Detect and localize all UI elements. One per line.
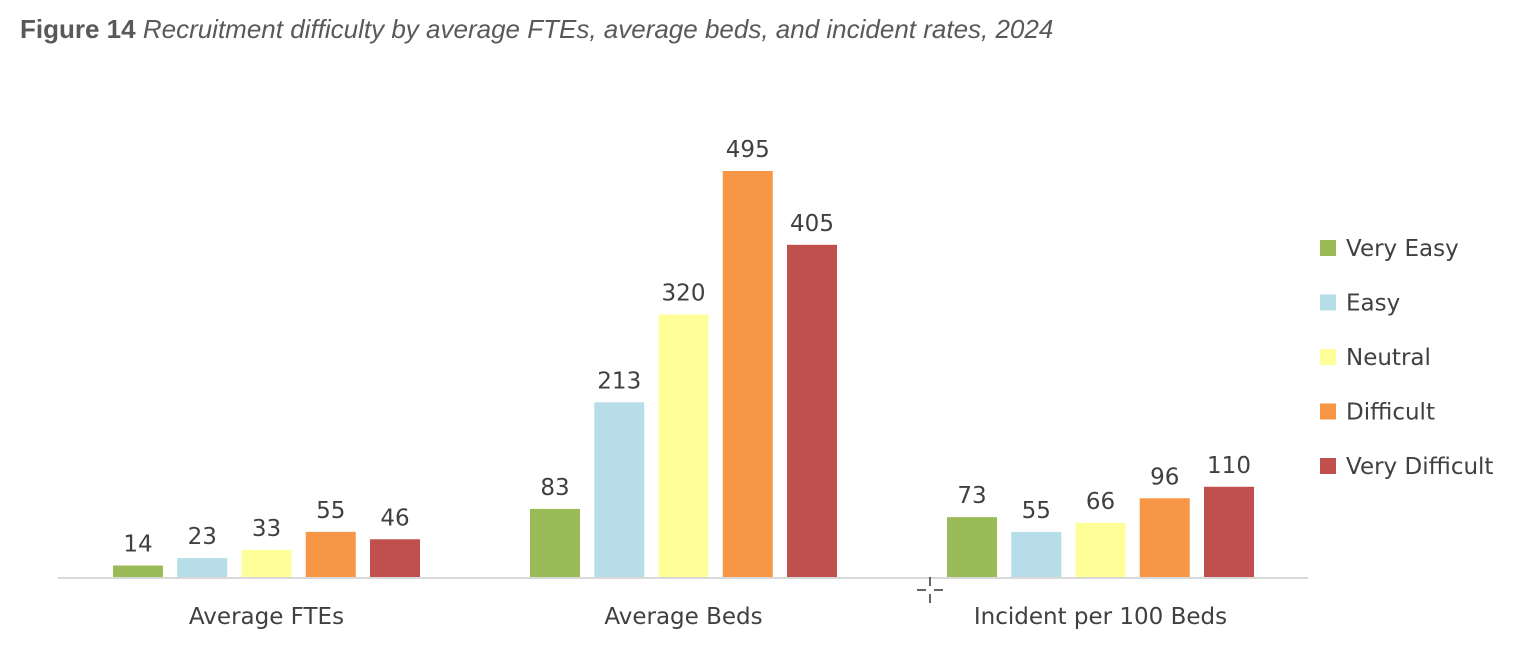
x-tick-label: Incident per 100 Beds [974, 604, 1227, 630]
legend-label: Difficult [1346, 400, 1435, 426]
bar [1011, 531, 1062, 577]
data-label: 66 [1086, 489, 1115, 515]
legend-label: Easy [1346, 291, 1400, 317]
crosshair-cursor-icon [917, 577, 943, 603]
data-label: 55 [1022, 498, 1051, 524]
bar [113, 565, 163, 577]
data-label: 23 [188, 524, 217, 550]
data-label: 83 [540, 475, 569, 501]
x-tick-label: Average FTEs [189, 604, 344, 630]
figure-caption: Recruitment difficulty by average FTEs, … [142, 14, 1054, 44]
legend-swatch [1320, 458, 1336, 474]
figure-label: Figure 14 [20, 14, 136, 44]
legend-swatch [1320, 349, 1336, 365]
x-tick-label: Average Beds [604, 604, 762, 630]
data-label: 320 [662, 281, 706, 307]
data-label: 55 [316, 498, 345, 524]
legend-swatch [1320, 403, 1336, 420]
data-label: 14 [123, 532, 152, 558]
bar [947, 517, 997, 577]
data-label: 213 [597, 368, 641, 394]
bar [1204, 486, 1254, 577]
figure-title: Figure 14 Recruitment difficulty by aver… [20, 14, 1053, 45]
data-label: 96 [1150, 464, 1179, 490]
bar [658, 314, 709, 577]
bar [241, 549, 292, 577]
data-label: 110 [1207, 453, 1251, 479]
bar [787, 244, 837, 577]
legend-label: Neutral [1346, 345, 1431, 371]
bar [305, 531, 356, 577]
bar [1139, 498, 1190, 577]
bar [1075, 522, 1126, 577]
data-label: 46 [380, 505, 409, 531]
data-label: 73 [957, 483, 986, 509]
bar [370, 539, 420, 577]
data-label: 405 [790, 211, 834, 237]
legend-swatch [1320, 294, 1336, 311]
bar [530, 508, 580, 577]
bar [594, 402, 645, 577]
legend-label: Very Easy [1346, 236, 1459, 262]
legend-label: Very Difficult [1346, 454, 1493, 480]
data-label: 495 [726, 137, 770, 163]
legend-swatch [1320, 240, 1336, 256]
bar [722, 171, 773, 577]
data-label: 33 [252, 516, 281, 542]
bar [177, 558, 228, 577]
